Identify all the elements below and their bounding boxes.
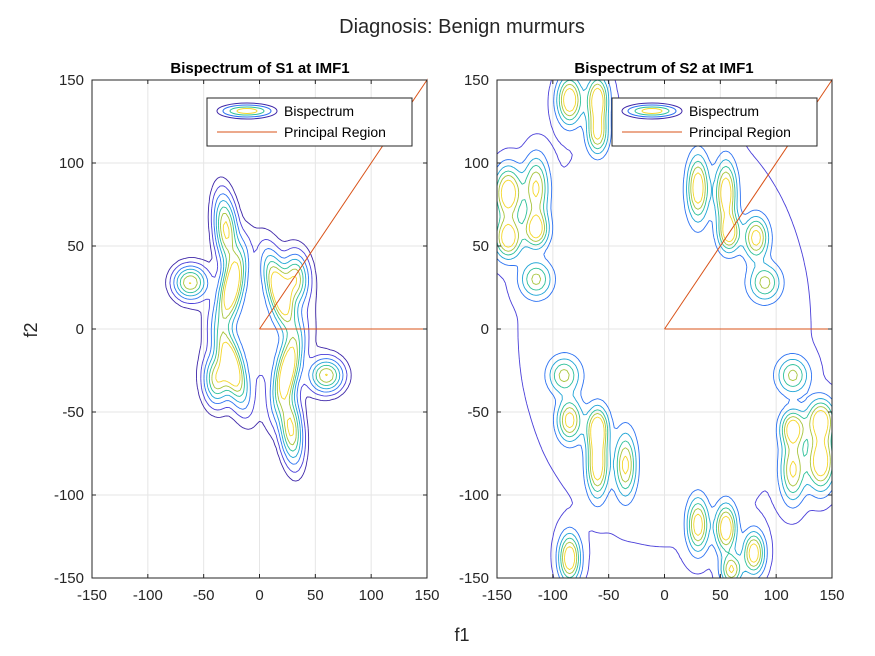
legend-contour-icon xyxy=(236,108,258,114)
y-tick-label: 50 xyxy=(67,238,84,255)
panel-s1: Bispectrum of S1 at IMF1 -150 -100 -50 0 50 1… xyxy=(54,60,440,604)
x-tick-label: -150 xyxy=(77,587,107,604)
legend-contour-icon xyxy=(222,104,272,118)
legend-label-principal-region: Principal Region xyxy=(689,124,791,140)
y-axis-label: f2 xyxy=(21,322,41,337)
contour-level-4 xyxy=(496,79,833,579)
contour-level-5 xyxy=(496,79,833,579)
y-tick-label: -50 xyxy=(62,404,84,421)
x-axis-label: f1 xyxy=(454,625,469,645)
x-tick-label: -50 xyxy=(193,587,215,604)
panel-s1-contours xyxy=(165,176,352,482)
x-tick-label: -100 xyxy=(133,587,163,604)
y-tick-label: 0 xyxy=(481,321,489,338)
legend-contour-icon xyxy=(621,102,683,120)
x-tick-label: 100 xyxy=(359,587,384,604)
panel-s2-title: Bispectrum of S2 at IMF1 xyxy=(574,60,753,77)
legend-box xyxy=(206,97,413,147)
legend-contour-icon xyxy=(627,104,677,118)
y-tick-label: 100 xyxy=(59,155,84,172)
legend-contour-icon xyxy=(229,106,265,116)
contour-level-3 xyxy=(173,193,344,465)
contour-level-3 xyxy=(496,79,833,579)
contour-level-6 xyxy=(498,83,831,578)
panel-s2-legend: Bispectrum Principal Region xyxy=(611,97,818,147)
legend-label-principal-region: Principal Region xyxy=(284,124,386,140)
x-tick-label: 100 xyxy=(764,587,789,604)
y-tick-label: -100 xyxy=(54,487,84,504)
y-tick-label: -100 xyxy=(459,487,489,504)
legend-label-bispectrum: Bispectrum xyxy=(689,103,759,119)
contour-level-1 xyxy=(165,176,352,482)
y-tick-label: 150 xyxy=(464,72,489,89)
y-tick-label: 100 xyxy=(464,155,489,172)
x-tick-label: -100 xyxy=(538,587,568,604)
x-tick-label: 50 xyxy=(712,587,729,604)
contour-level-7 xyxy=(188,221,328,437)
panel-s1-ticks: -150 -100 -50 0 50 100 150 -150 -100 -50 0 50 100 150 xyxy=(54,72,440,604)
y-tick-label: 50 xyxy=(472,238,489,255)
contour-level-4 xyxy=(176,199,341,459)
y-tick-label: 0 xyxy=(76,321,84,338)
contour-level-5 xyxy=(179,206,338,452)
x-tick-label: 0 xyxy=(255,587,263,604)
x-tick-label: -150 xyxy=(482,587,512,604)
panel-s2-ticks: -150 -100 -50 0 50 100 150 -150 -100 -50 0 50 100 150 xyxy=(459,72,845,604)
legend-contour-icon xyxy=(216,102,278,120)
contour-level-2 xyxy=(169,185,348,473)
contour-level-7 xyxy=(500,87,829,574)
panel-s1-title: Bispectrum of S1 at IMF1 xyxy=(170,60,349,77)
x-tick-label: -50 xyxy=(598,587,620,604)
y-tick-label: -50 xyxy=(467,404,489,421)
x-tick-label: 150 xyxy=(819,587,844,604)
panel-s2: Bispectrum of S2 at IMF1 -150 -100 -50 0 50 1… xyxy=(459,60,845,604)
x-tick-label: 150 xyxy=(414,587,439,604)
y-tick-label: 150 xyxy=(59,72,84,89)
legend-label-bispectrum: Bispectrum xyxy=(284,103,354,119)
y-tick-label: -150 xyxy=(459,570,489,587)
figure-title: Diagnosis: Benign murmurs xyxy=(339,16,585,38)
x-tick-label: 0 xyxy=(660,587,668,604)
legend-contour-icon xyxy=(634,106,670,116)
x-tick-label: 50 xyxy=(307,587,324,604)
contour-level-6 xyxy=(183,213,334,446)
panel-s1-legend: Bispectrum Principal Region xyxy=(206,97,413,147)
legend-contour-icon xyxy=(641,108,663,114)
y-tick-label: -150 xyxy=(54,570,84,587)
legend-box xyxy=(611,97,818,147)
